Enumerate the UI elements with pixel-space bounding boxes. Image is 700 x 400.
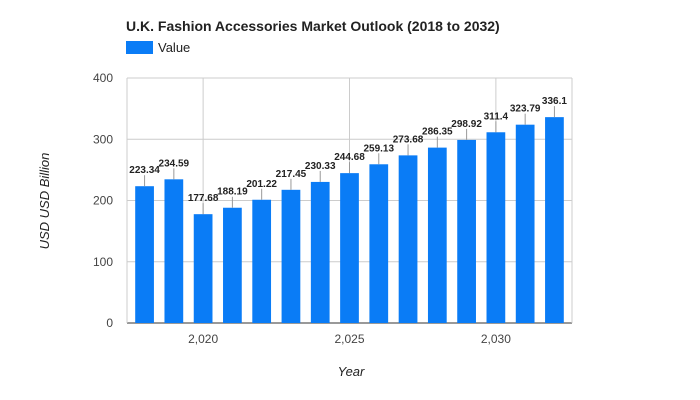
data-label: 298.92 — [451, 119, 482, 130]
y-axis-ticks: 0 100 200 300 400 — [93, 71, 113, 330]
data-label: 311.4 — [484, 111, 509, 122]
y-tick-label: 400 — [93, 71, 113, 85]
bars — [135, 117, 564, 324]
bar[interactable] — [545, 117, 564, 323]
data-label: 223.34 — [129, 165, 160, 176]
bar[interactable] — [427, 147, 447, 323]
data-label: 201.22 — [246, 179, 277, 190]
bar[interactable] — [515, 124, 535, 324]
data-label: 336.1 — [542, 96, 567, 107]
legend[interactable]: Value — [126, 40, 190, 55]
bar[interactable] — [252, 199, 272, 323]
data-label: 230.33 — [305, 161, 336, 172]
legend-label: Value — [158, 40, 190, 55]
bar[interactable] — [135, 186, 154, 323]
bar[interactable] — [281, 189, 301, 323]
y-axis-title: USD USD Billion — [37, 153, 52, 250]
y-tick-label: 100 — [93, 255, 113, 269]
bar[interactable] — [223, 207, 242, 323]
x-tick-label: 2,025 — [334, 332, 364, 346]
legend-swatch — [126, 41, 153, 54]
bar[interactable] — [193, 214, 213, 323]
y-tick-label: 300 — [93, 132, 113, 146]
bar[interactable] — [486, 132, 506, 323]
chart-title: U.K. Fashion Accessories Market Outlook … — [126, 18, 500, 34]
x-axis-ticks: 2,020 2,025 2,030 — [188, 332, 511, 346]
data-label: 273.68 — [393, 134, 424, 145]
y-tick-label: 200 — [93, 194, 113, 208]
y-tick-label: 0 — [106, 316, 113, 330]
data-label: 286.35 — [422, 127, 453, 138]
bar[interactable] — [369, 164, 389, 323]
data-label: 177.68 — [188, 193, 219, 204]
bar[interactable] — [340, 173, 359, 323]
bar[interactable] — [164, 179, 184, 323]
data-label: 323.79 — [510, 104, 541, 115]
data-label: 217.45 — [276, 169, 307, 180]
data-label: 234.59 — [159, 158, 190, 169]
x-tick-label: 2,020 — [188, 332, 218, 346]
bar[interactable] — [398, 155, 418, 323]
data-label: 259.13 — [363, 143, 394, 154]
data-label: 244.68 — [334, 152, 365, 163]
x-tick-label: 2,030 — [481, 332, 511, 346]
data-label: 188.19 — [217, 187, 248, 198]
x-axis-title: Year — [338, 364, 365, 379]
bar[interactable] — [310, 181, 330, 323]
bar[interactable] — [457, 139, 476, 323]
